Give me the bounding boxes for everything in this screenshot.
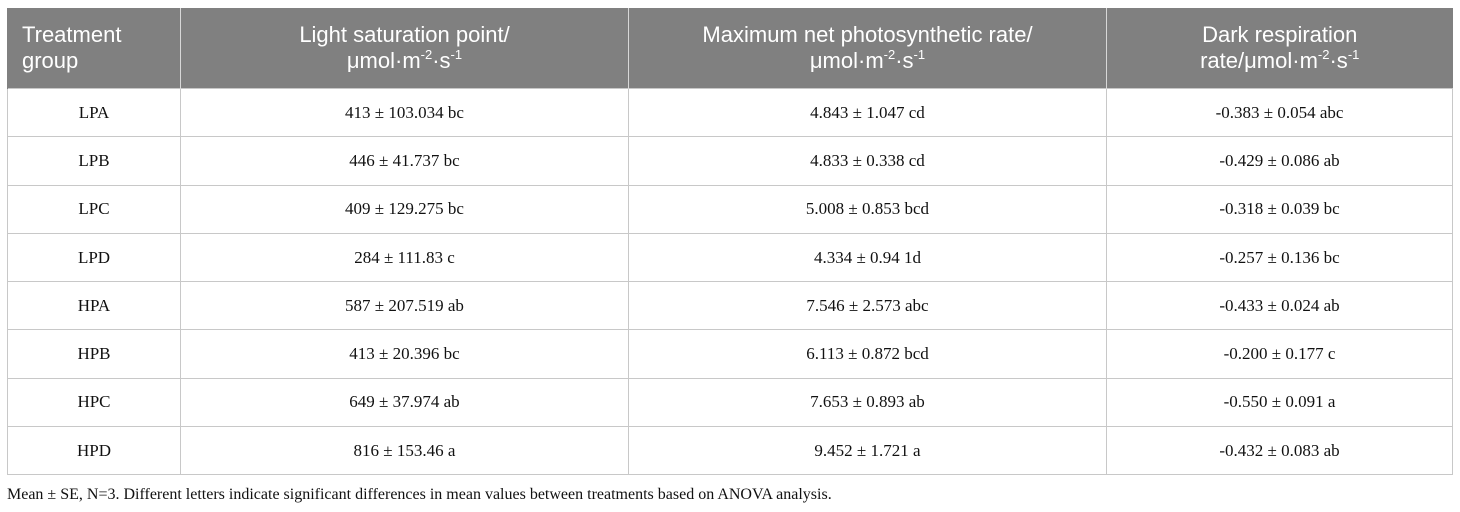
cell-dark-respiration: -0.550 ± 0.091 a — [1106, 377, 1453, 428]
cell-light-saturation: 409 ± 129.275 bc — [180, 184, 629, 234]
cell-light-saturation: 413 ± 20.396 bc — [180, 329, 629, 379]
cell-dark-respiration: -0.429 ± 0.086 ab — [1106, 136, 1453, 186]
cell-max-photosynthetic: 5.008 ± 0.853 bcd — [628, 184, 1107, 234]
cell-light-saturation: 284 ± 111.83 c — [180, 232, 629, 283]
cell-treatment: HPC — [7, 377, 181, 428]
cell-dark-respiration: -0.432 ± 0.083 ab — [1106, 426, 1453, 476]
photosynthesis-table: Treatment group Light saturation point/ … — [7, 8, 1453, 476]
cell-light-saturation: 649 ± 37.974 ab — [180, 377, 629, 428]
header-label: Light saturation point/ — [299, 22, 510, 47]
table-row: LPC 409 ± 129.275 bc 5.008 ± 0.853 bcd -… — [7, 184, 1453, 234]
header-max-net-photosynthetic-rate: Maximum net photosynthetic rate/ μmol·m-… — [628, 8, 1107, 89]
cell-treatment: LPA — [7, 87, 181, 138]
table-row: HPB 413 ± 20.396 bc 6.113 ± 0.872 bcd -0… — [7, 329, 1453, 379]
cell-treatment: LPC — [7, 184, 181, 234]
table-row: LPD 284 ± 111.83 c 4.334 ± 0.94 1d -0.25… — [7, 232, 1453, 283]
cell-dark-respiration: -0.257 ± 0.136 bc — [1106, 232, 1453, 283]
cell-dark-respiration: -0.200 ± 0.177 c — [1106, 329, 1453, 379]
header-treatment-group: Treatment group — [7, 8, 181, 89]
cell-light-saturation: 446 ± 41.737 bc — [180, 136, 629, 186]
cell-treatment: LPB — [7, 136, 181, 186]
cell-treatment: HPA — [7, 281, 181, 331]
header-label: Dark respiration — [1202, 22, 1358, 47]
header-unit: rate/μmol·m-2·s-1 — [1200, 46, 1360, 73]
table-row: HPA 587 ± 207.519 ab 7.546 ± 2.573 abc -… — [7, 281, 1453, 331]
header-unit: μmol·m-2·s-1 — [346, 46, 463, 73]
header-row: Treatment group Light saturation point/ … — [7, 8, 1453, 89]
cell-max-photosynthetic: 4.833 ± 0.338 cd — [628, 136, 1107, 186]
cell-dark-respiration: -0.318 ± 0.039 bc — [1106, 184, 1453, 234]
cell-light-saturation: 816 ± 153.46 a — [180, 426, 629, 476]
cell-dark-respiration: -0.383 ± 0.054 abc — [1106, 87, 1453, 138]
table-row: HPD 816 ± 153.46 a 9.452 ± 1.721 a -0.43… — [7, 426, 1453, 476]
table-row: LPA 413 ± 103.034 bc 4.843 ± 1.047 cd -0… — [7, 87, 1453, 138]
cell-max-photosynthetic: 6.113 ± 0.872 bcd — [628, 329, 1107, 379]
cell-treatment: HPB — [7, 329, 181, 379]
table-row: HPC 649 ± 37.974 ab 7.653 ± 0.893 ab -0.… — [7, 377, 1453, 428]
cell-light-saturation: 413 ± 103.034 bc — [180, 87, 629, 138]
cell-max-photosynthetic: 4.843 ± 1.047 cd — [628, 87, 1107, 138]
table-footnote: Mean ± SE, N=3. Different letters indica… — [7, 486, 832, 503]
header-light-saturation-point: Light saturation point/ μmol·m-2·s-1 — [180, 8, 629, 89]
data-table-container: Treatment group Light saturation point/ … — [7, 8, 1453, 476]
header-unit: μmol·m-2·s-1 — [809, 46, 926, 73]
table-row: LPB 446 ± 41.737 bc 4.833 ± 0.338 cd -0.… — [7, 136, 1453, 186]
cell-dark-respiration: -0.433 ± 0.024 ab — [1106, 281, 1453, 331]
cell-max-photosynthetic: 7.653 ± 0.893 ab — [628, 377, 1107, 428]
cell-max-photosynthetic: 7.546 ± 2.573 abc — [628, 281, 1107, 331]
header-label: Maximum net photosynthetic rate/ — [702, 22, 1033, 47]
cell-treatment: LPD — [7, 232, 181, 283]
cell-max-photosynthetic: 9.452 ± 1.721 a — [628, 426, 1107, 476]
cell-treatment: HPD — [7, 426, 181, 476]
header-label: Treatment group — [22, 22, 122, 73]
table-header: Treatment group Light saturation point/ … — [7, 8, 1453, 89]
header-dark-respiration-rate: Dark respiration rate/μmol·m-2·s-1 — [1106, 8, 1453, 89]
cell-max-photosynthetic: 4.334 ± 0.94 1d — [628, 232, 1107, 283]
cell-light-saturation: 587 ± 207.519 ab — [180, 281, 629, 331]
table-body: LPA 413 ± 103.034 bc 4.843 ± 1.047 cd -0… — [7, 87, 1453, 476]
